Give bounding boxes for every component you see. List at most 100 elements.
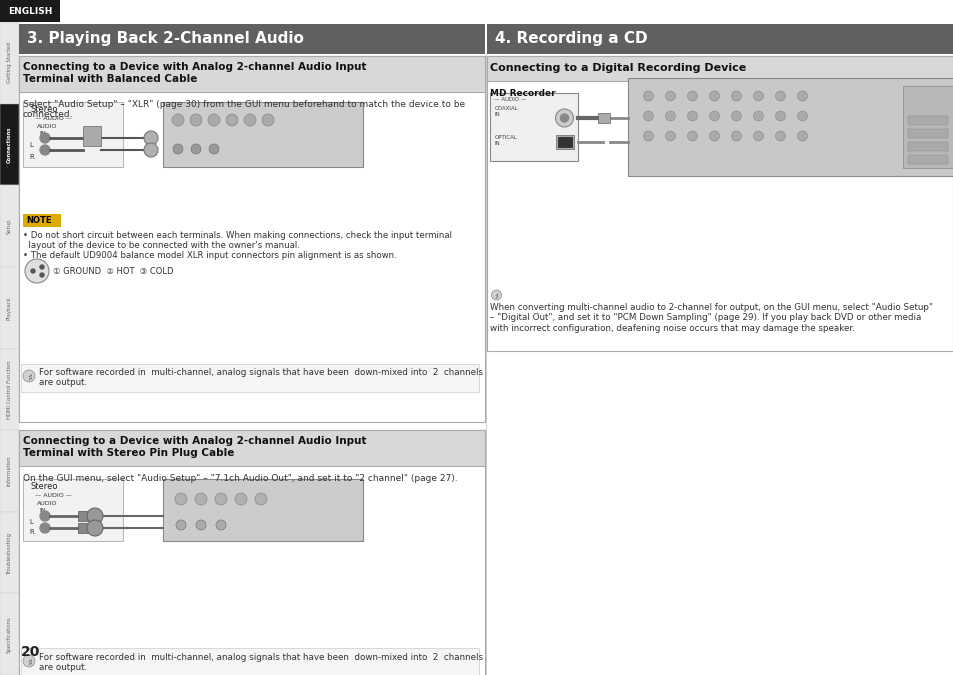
Bar [23,102,123,167]
Bar [0,267,19,348]
Text: HDMI Control Function: HDMI Control Function [7,360,12,418]
Text: IN: IN [39,508,46,513]
Circle shape [40,145,50,155]
Text: COAXIAL: COAXIAL [494,106,517,111]
Circle shape [87,508,103,524]
Text: Connecting to a Device with Analog 2-channel Audio Input: Connecting to a Device with Analog 2-cha… [23,436,366,446]
Text: 20: 20 [21,645,40,659]
Circle shape [731,111,740,121]
Circle shape [687,131,697,141]
Circle shape [731,91,740,101]
Bar [163,479,363,541]
Circle shape [190,114,202,126]
Text: layout of the device to be connected with the owner's manual.: layout of the device to be connected wit… [23,241,299,250]
Circle shape [214,493,227,505]
Text: Getting Started: Getting Started [7,43,12,84]
Text: R: R [29,154,33,160]
Text: IN: IN [494,141,499,146]
Circle shape [23,370,35,382]
Circle shape [254,493,267,505]
Circle shape [665,91,675,101]
Bar [78,523,88,533]
Circle shape [753,111,762,121]
Circle shape [753,91,762,101]
Bar [558,137,572,147]
Bar [628,78,953,176]
Bar [598,113,610,123]
Circle shape [208,114,220,126]
Bar [0,430,19,512]
Circle shape [226,114,237,126]
Circle shape [40,265,44,269]
Circle shape [775,131,784,141]
Circle shape [40,523,50,533]
Text: On the GUI menu, select "Audio Setup" – "7.1ch Audio Out", and set it to "2 chan: On the GUI menu, select "Audio Setup" – … [23,474,457,483]
Circle shape [172,144,183,154]
Bar [0,22,19,104]
Bar [19,430,485,675]
Text: L: L [29,142,32,148]
Text: Select "Audio Setup" – "XLR" (page 30) from the GUI menu beforehand to match the: Select "Audio Setup" – "XLR" (page 30) f… [23,100,465,119]
Circle shape [144,143,158,157]
Bar [0,512,19,593]
Circle shape [191,144,201,154]
Circle shape [797,111,806,121]
Circle shape [643,131,653,141]
Text: Setup: Setup [7,218,12,234]
Bar [487,24,953,54]
Bar [556,135,574,149]
Text: ENGLISH: ENGLISH [8,7,52,16]
Circle shape [643,91,653,101]
Circle shape [775,111,784,121]
Text: 3. Playing Back 2-Channel Audio: 3. Playing Back 2-Channel Audio [27,32,304,47]
Bar [21,364,479,392]
Circle shape [555,109,573,127]
Bar [907,129,947,138]
Circle shape [40,511,50,521]
Text: For software recorded in  multi-channel, analog signals that have been  down-mix: For software recorded in multi-channel, … [39,368,482,387]
Circle shape [144,131,158,145]
Circle shape [709,111,719,121]
Text: • The default UD9004 balance model XLR input connectors pin alignment is as show: • The default UD9004 balance model XLR i… [23,251,396,260]
Bar [19,430,485,466]
Circle shape [234,493,247,505]
Text: For software recorded in  multi-channel, analog signals that have been  down-mix: For software recorded in multi-channel, … [39,653,482,672]
Text: Information: Information [7,456,12,486]
Text: IN: IN [494,112,499,117]
Text: Connections: Connections [7,126,12,163]
Bar [78,511,88,521]
Bar [907,155,947,164]
Bar [23,214,61,227]
Text: Connecting to a Device with Analog 2-channel Audio Input: Connecting to a Device with Analog 2-cha… [23,62,366,72]
Bar [907,116,947,125]
Circle shape [194,493,207,505]
Text: Connecting to a Digital Recording Device: Connecting to a Digital Recording Device [490,63,746,73]
Circle shape [665,131,675,141]
Bar [907,142,947,151]
Text: Stereo: Stereo [30,105,58,114]
Bar [0,185,19,267]
Circle shape [709,131,719,141]
Text: — AUDIO —: — AUDIO — [35,116,71,121]
Text: AUDIO: AUDIO [37,124,57,129]
Bar [902,86,952,168]
Circle shape [643,111,653,121]
Circle shape [175,520,186,530]
Circle shape [209,144,219,154]
Circle shape [797,91,806,101]
Text: Specifications: Specifications [7,616,12,653]
Bar [0,593,19,675]
Circle shape [665,111,675,121]
Bar [163,102,363,167]
Text: — AUDIO —: — AUDIO — [35,493,71,498]
Text: NOTE: NOTE [26,216,51,225]
Text: OPTICAL: OPTICAL [494,135,517,140]
Bar [0,0,60,22]
Bar [490,93,578,161]
Text: Stereo: Stereo [30,482,58,491]
Text: ♯: ♯ [27,658,31,668]
Circle shape [23,655,35,667]
Circle shape [560,114,568,122]
Circle shape [797,131,806,141]
Text: L: L [29,519,32,525]
